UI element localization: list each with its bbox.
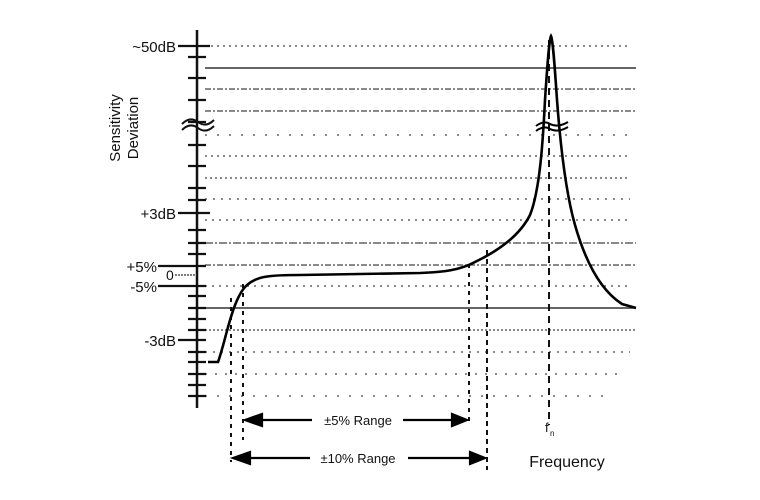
svg-text:Deviation: Deviation [125,97,142,160]
x-axis-title: Frequency [529,454,605,471]
range-5-label: ±5% Range [324,413,392,428]
resonance-frequency-label: f n [545,420,554,438]
y-label-plus5pct: +5% [127,259,157,276]
svg-text:Sensitivity: Sensitivity [107,94,124,162]
y-label-zero: 0 [166,267,174,283]
y-axis-title: Sensitivity Deviation [107,94,142,162]
grid-lines [205,45,636,397]
range-10-arrow [229,450,488,466]
range-10-label: ±10% Range [320,451,395,466]
y-label-plus3db: +3dB [141,206,176,223]
y-axis [158,30,215,408]
range-5-arrow [241,412,470,428]
svg-text:f: f [545,420,549,435]
peak-axis-break [535,121,569,132]
y-label-minus5pct: -5% [130,279,157,296]
y-label-minus3db: -3dB [144,333,176,350]
y-label-50db: ~50dB [132,39,176,56]
response-curve [208,33,637,364]
svg-text:n: n [550,429,554,438]
y-tick-labels: ~50dB +3dB +5% 0 -5% -3dB [127,39,176,350]
range-boundaries [230,40,550,470]
